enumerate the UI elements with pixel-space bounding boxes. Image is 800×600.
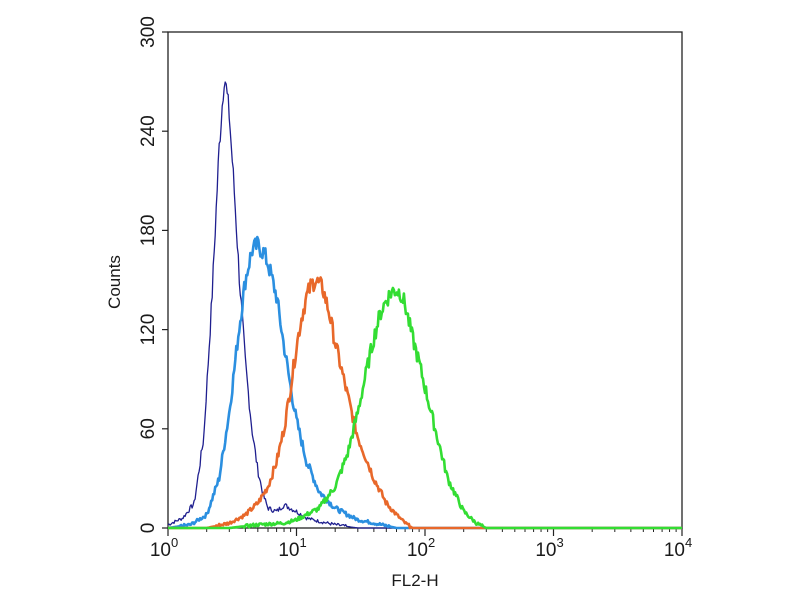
series-lines: [167, 81, 683, 530]
series-line-2: [167, 235, 683, 530]
x-axis-title: FL2-H: [391, 571, 438, 590]
y-axis: 0 60 120 180 240 300: [138, 16, 168, 533]
x-tick-label: 104: [664, 535, 692, 561]
y-axis-title: Counts: [105, 255, 124, 309]
series-line-1: [167, 81, 682, 529]
y-tick-label: 60: [138, 418, 159, 439]
y-tick-label: 120: [138, 314, 159, 346]
series-line-3: [167, 276, 683, 530]
y-tick-label: 300: [138, 16, 159, 48]
y-tick-label: 240: [138, 115, 159, 147]
x-tick-label: 102: [407, 535, 435, 561]
x-tick-label: 100: [150, 535, 178, 561]
series-line-4: [167, 286, 683, 530]
x-axis: 100 101 102 103 104: [150, 528, 692, 561]
x-tick-label: 103: [535, 535, 563, 561]
y-tick-label: 0: [138, 523, 159, 534]
y-tick-label: 180: [138, 215, 159, 247]
x-tick-label: 101: [278, 535, 306, 561]
